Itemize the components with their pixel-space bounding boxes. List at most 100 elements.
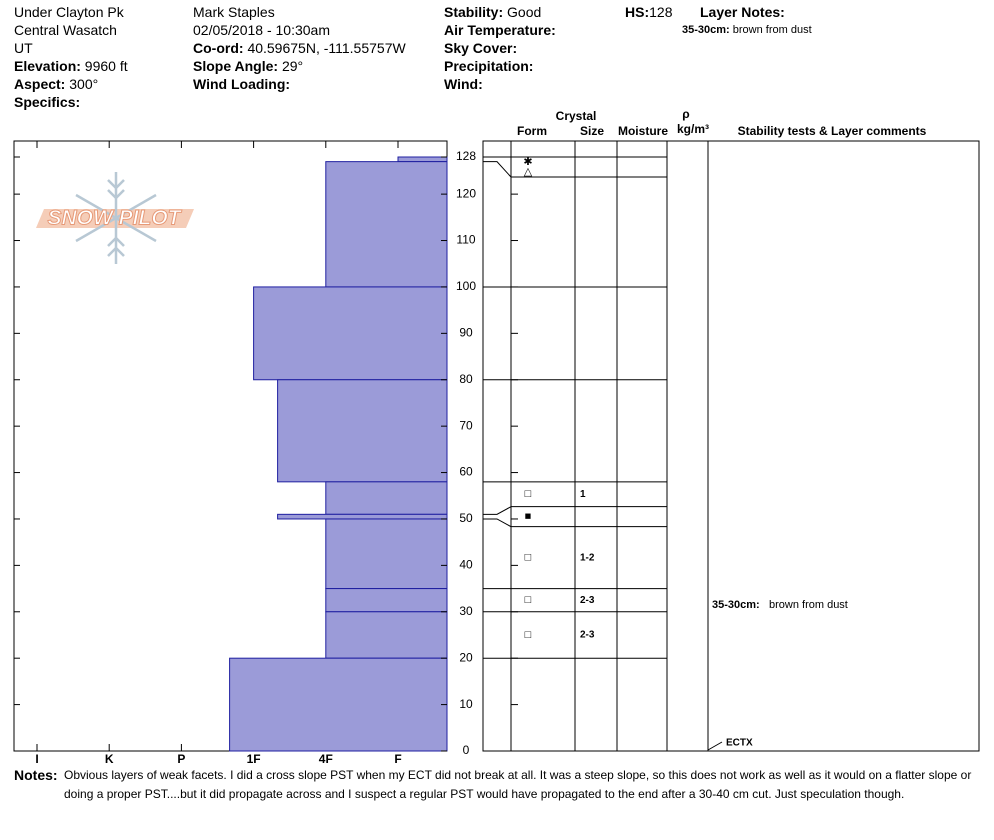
height-label: 0 (463, 743, 470, 757)
grain-form: □ (525, 488, 532, 500)
field: Elevation: 9960 ft (14, 57, 128, 75)
comment-range: 35-30cm: (712, 599, 760, 611)
hardness-bar (325, 518, 448, 590)
field: UT (14, 39, 33, 57)
field: Aspect: 300° (14, 75, 98, 93)
logo: SNOW PILOT (36, 172, 194, 264)
height-label: 60 (459, 465, 473, 479)
field-label: Wind: (444, 76, 483, 92)
column-header: Moisture (618, 124, 668, 138)
field-label: Elevation: (14, 58, 81, 74)
field: HS:128 (625, 3, 672, 21)
snowflake (75, 172, 157, 264)
field-label: Aspect: (14, 76, 66, 92)
height-label: 50 (459, 511, 473, 525)
height-label: 128 (456, 149, 476, 163)
height-label: 10 (459, 697, 473, 711)
hardness-label: K (105, 752, 114, 766)
field-label: HS: (625, 4, 650, 20)
layer-note: 35-30cm: brown from dust (682, 21, 812, 39)
grain-form: △ (524, 166, 533, 178)
location: Under Clayton Pk (14, 4, 124, 20)
height-label: 70 (459, 418, 473, 432)
field: 02/05/2018 - 10:30am (193, 21, 330, 39)
notes-label: Notes: (14, 767, 58, 783)
comment-text: brown from dust (769, 599, 848, 611)
field-label: Co-ord: (193, 40, 244, 56)
hardness-label: 4F (319, 752, 333, 766)
hardness-bar (277, 379, 448, 483)
field-label: Layer Notes: (700, 4, 785, 20)
field: Mark Staples (193, 3, 275, 21)
field: Precipitation: (444, 57, 533, 75)
field: Under Clayton Pk (14, 3, 124, 21)
grain-form: ■ (525, 511, 532, 523)
field: Wind: (444, 75, 483, 93)
hardness-label: 1F (247, 752, 261, 766)
column-header: Form (517, 124, 547, 138)
notes-line: doing a proper PST....but it did propaga… (64, 787, 905, 801)
range: Central Wasatch (14, 22, 117, 38)
field: Co-ord: 40.59675N, -111.55757W (193, 39, 406, 57)
field: Slope Angle: 29° (193, 57, 303, 75)
notes-line: Obvious layers of weak facets. I did a c… (64, 768, 972, 782)
field-value: 9960 ft (84, 58, 128, 74)
field-value: 300° (69, 76, 99, 92)
column-header: ρ (682, 107, 689, 121)
note-text: brown from dust (732, 24, 812, 36)
height-label: 120 (456, 186, 476, 200)
hardness-label: P (177, 752, 185, 766)
grain-form: ✱ (523, 156, 532, 168)
field-label: Wind Loading: (193, 76, 291, 92)
field: Specifics: (14, 93, 80, 111)
layer-connector (483, 161, 512, 178)
grain-form: □ (525, 594, 532, 606)
logo-text: SNOW PILOT (48, 207, 183, 230)
field-label: Slope Angle: (193, 58, 279, 74)
field-label: Precipitation: (444, 58, 534, 74)
test-label: ECTX (726, 738, 753, 749)
height-label: 90 (459, 326, 473, 340)
hardness-label: F (394, 752, 401, 766)
note-range: 35-30cm: (682, 24, 730, 36)
height-label: 20 (459, 650, 473, 664)
observer: Mark Staples (193, 4, 275, 20)
field: Stability: Good (444, 3, 541, 21)
grain-form: □ (525, 629, 532, 641)
field: Sky Cover: (444, 39, 517, 57)
state: UT (14, 40, 33, 56)
grain-size: 2-3 (580, 595, 595, 606)
field-label: Sky Cover: (444, 40, 518, 56)
height-label: 110 (456, 233, 475, 247)
grain-form: □ (525, 552, 532, 564)
column-header: Size (580, 124, 604, 138)
field-value: Good (507, 4, 542, 20)
column-header: Stability tests & Layer comments (738, 124, 927, 138)
field: Wind Loading: (193, 75, 290, 93)
hardness-bar (325, 161, 448, 288)
hardness-bar (325, 481, 448, 515)
column-header: Crystal (556, 109, 597, 123)
field-label: Air Temperature: (444, 22, 556, 38)
hardness-bar (325, 611, 448, 659)
hardness-bar (277, 513, 448, 520)
hardness-bar (397, 156, 448, 163)
field: Air Temperature: (444, 21, 556, 39)
hardness-bar (253, 286, 448, 381)
field: Layer Notes: (700, 3, 785, 21)
column-header: kg/m³ (677, 122, 709, 136)
field-label: Specifics: (14, 94, 81, 110)
notes: Notes: Obvious layers of weak facets. I … (14, 766, 971, 801)
height-label: 30 (459, 604, 473, 618)
field-value: 40.59675N, -111.55757W (247, 40, 406, 56)
layer-connector (483, 506, 512, 515)
hardness-bar (229, 657, 448, 752)
field-label: Stability: (444, 4, 504, 20)
date: 02/05/2018 - 10:30am (193, 22, 330, 38)
height-label: 40 (459, 558, 473, 572)
height-label: 80 (459, 372, 473, 386)
grain-size: 1-2 (580, 552, 595, 563)
hardness-bar (325, 588, 448, 613)
